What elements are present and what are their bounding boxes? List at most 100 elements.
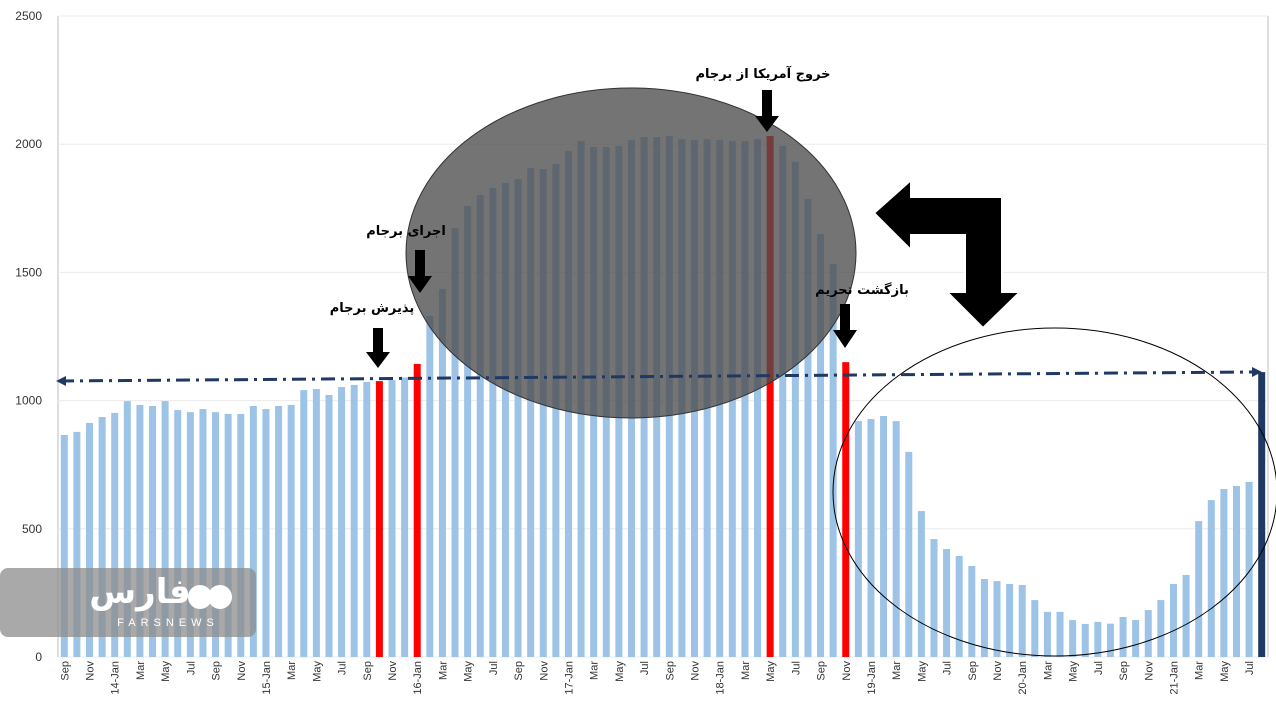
bar	[1169, 583, 1177, 657]
x-tick-label: Mar	[1042, 661, 1054, 680]
watermark-text: FARSNEWS	[117, 617, 219, 629]
pointer-arrow	[366, 328, 390, 368]
logo-mark	[208, 585, 232, 609]
x-tick-label: Mar	[589, 661, 601, 680]
bar	[817, 233, 825, 657]
bar	[262, 409, 270, 657]
bar	[955, 555, 963, 657]
watermark-text: فارس	[89, 572, 191, 612]
bar	[249, 405, 257, 657]
bar	[1144, 610, 1152, 657]
x-tick-label: Jul	[1244, 661, 1256, 675]
bar	[73, 431, 81, 657]
bar	[489, 188, 497, 657]
bar	[1018, 584, 1026, 657]
bar	[325, 394, 333, 657]
x-tick-label: May	[160, 661, 172, 682]
pointer-arrow	[833, 304, 857, 348]
x-tick-label: 15-Jan	[261, 661, 273, 695]
bar	[1220, 489, 1228, 657]
bar	[1232, 485, 1240, 657]
bar	[804, 199, 812, 658]
logo-mark	[188, 585, 212, 609]
x-tick-label: Nov	[690, 661, 702, 681]
annotations: خروج آمریکا از برجام اجرای برجام پذیرش ب…	[0, 65, 1276, 657]
x-tick-label: Jul	[1093, 661, 1105, 675]
bar	[174, 410, 182, 657]
bar	[993, 581, 1001, 657]
x-tick-label: 19-Jan	[866, 661, 878, 695]
bar	[1132, 620, 1140, 657]
bar	[1106, 623, 1114, 657]
x-tick-label: Nov	[538, 661, 550, 681]
x-tick-label: Nov	[1143, 661, 1155, 681]
x-tick-label: Mar	[891, 661, 903, 680]
x-tick-label: 14-Jan	[110, 661, 122, 695]
pointer-arrow	[755, 90, 779, 132]
x-tick-label: Jul	[337, 661, 349, 675]
bar	[1207, 500, 1215, 657]
y-tick-label: 1500	[15, 265, 42, 279]
x-tick-label: Sep	[362, 661, 374, 681]
bar	[766, 135, 774, 658]
bar	[867, 419, 875, 657]
x-tick-label: Nov	[387, 661, 399, 681]
x-tick-label: Jul	[639, 661, 651, 675]
bar	[1031, 600, 1039, 657]
x-tick-label: Nov	[236, 661, 248, 681]
bar	[892, 421, 900, 657]
bar	[930, 539, 938, 657]
x-tick-label: 21-Jan	[1168, 661, 1180, 695]
bent-arrow	[872, 177, 1023, 330]
bar	[111, 412, 119, 657]
bar	[968, 565, 976, 657]
y-tick-label: 500	[22, 522, 42, 536]
bar	[86, 422, 94, 657]
x-tick-label: May	[463, 661, 475, 682]
bar	[917, 511, 925, 657]
x-tick-label: Nov	[992, 661, 1004, 681]
bar	[375, 381, 383, 657]
bar	[741, 141, 749, 658]
bar	[943, 549, 951, 657]
bar	[60, 434, 68, 657]
annotation: اجرای برجام	[366, 224, 446, 239]
bar	[363, 381, 371, 657]
bar	[312, 389, 320, 657]
bar	[1056, 611, 1064, 657]
watermark-box	[0, 568, 256, 637]
outline-ellipse	[832, 327, 1276, 657]
x-tick-label: Sep	[513, 661, 525, 681]
bar	[1069, 620, 1077, 657]
bar	[1094, 621, 1102, 657]
bar	[388, 380, 396, 657]
x-tick-label: May	[1219, 661, 1231, 682]
bar	[123, 401, 131, 657]
bar	[464, 205, 472, 657]
bar	[514, 179, 522, 657]
x-tick-label: May	[765, 661, 777, 682]
bar	[451, 228, 459, 658]
bar	[791, 161, 799, 657]
bar	[842, 362, 850, 657]
bar	[186, 412, 194, 657]
bar	[880, 415, 888, 657]
bar	[1081, 623, 1089, 657]
bar	[98, 417, 106, 657]
x-tick-label: Sep	[967, 661, 979, 681]
bar	[136, 404, 144, 657]
x-tick-label: May	[1068, 661, 1080, 682]
annotation: بازگشت تحریم	[815, 282, 909, 298]
x-tick-label: May	[916, 661, 928, 682]
bar	[476, 194, 484, 657]
bar	[539, 169, 547, 657]
bar	[1245, 481, 1253, 657]
y-tick-label: 0	[35, 650, 42, 664]
highlight-ellipse	[405, 87, 857, 419]
bar	[161, 401, 169, 657]
bar	[287, 404, 295, 657]
x-tick-label: 18-Jan	[715, 661, 727, 695]
x-tick-label: Mar	[286, 661, 298, 680]
x-tick-label: May	[311, 661, 323, 682]
